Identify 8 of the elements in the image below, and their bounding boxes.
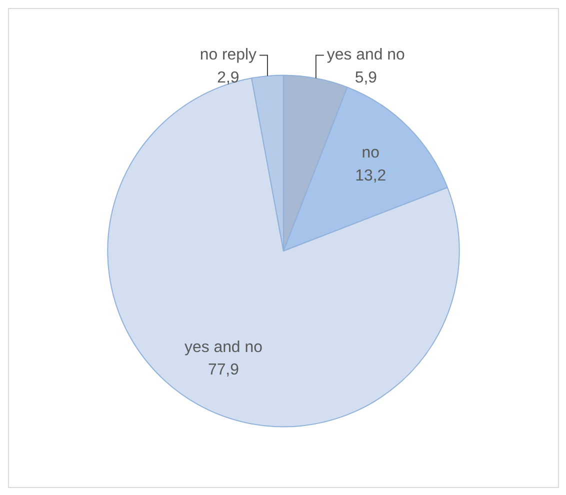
data-label: 2,9 — [217, 70, 240, 87]
slice-label: no — [362, 144, 380, 162]
data-label: 13,2 — [355, 167, 386, 184]
data-label: 5,9 — [354, 70, 378, 87]
slice-label: yes and no — [326, 46, 405, 64]
slice-label: yes and no — [184, 338, 263, 356]
slice-label: no reply — [200, 46, 257, 64]
data-label: 77,9 — [208, 362, 240, 379]
